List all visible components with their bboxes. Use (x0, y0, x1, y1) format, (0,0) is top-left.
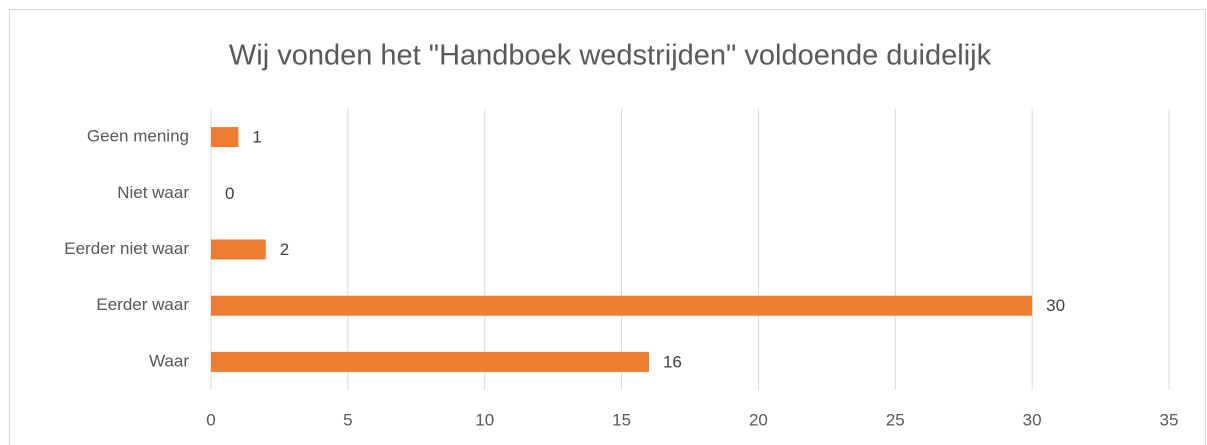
bar (211, 295, 1033, 316)
x-tick-label: 0 (206, 410, 215, 429)
chart-border (9, 9, 1206, 445)
bar (211, 239, 266, 260)
x-tick-label: 20 (749, 410, 768, 429)
x-tick-label: 5 (343, 410, 352, 429)
x-tick-label: 25 (886, 410, 905, 429)
y-tick-label: Eerder niet waar (64, 239, 189, 258)
x-tick-label: 15 (612, 410, 631, 429)
data-label: 30 (1046, 296, 1065, 315)
y-tick-label: Waar (149, 351, 189, 370)
data-label: 1 (252, 128, 261, 147)
bar (211, 351, 649, 372)
y-tick-label: Eerder waar (96, 295, 189, 314)
data-label: 2 (280, 240, 289, 259)
x-tick-label: 30 (1023, 410, 1042, 429)
chart-title: Wij vonden het "Handboek wedstrijden" vo… (229, 40, 992, 72)
data-label: 0 (225, 184, 234, 203)
y-tick-label: Niet waar (117, 183, 189, 202)
x-tick-label: 10 (475, 410, 494, 429)
x-tick-label: 35 (1160, 410, 1179, 429)
bar (211, 127, 239, 148)
y-tick-label: Geen mening (87, 127, 189, 146)
data-label: 16 (663, 352, 682, 371)
